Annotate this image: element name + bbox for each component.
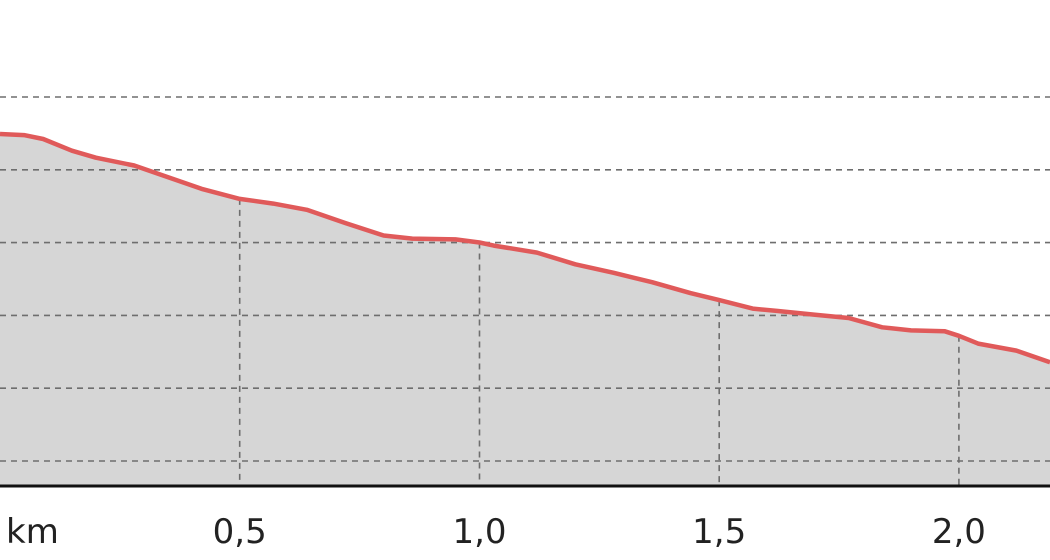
line-layer [0, 131, 1050, 365]
label-layer: km 0,5 1,0 1,5 2,0 [6, 512, 986, 552]
x-tick-label: 1,0 [452, 512, 506, 552]
x-axis-unit-label: km [6, 512, 59, 552]
x-tick-label: 2,0 [932, 512, 986, 552]
x-tick-label: 0,5 [213, 512, 267, 552]
grid-layer [0, 96, 1050, 486]
elevation-series-line [0, 131, 1050, 365]
x-tick-label: 1,5 [692, 512, 746, 552]
area-layer [0, 134, 1050, 486]
elevation-area-fill [0, 134, 1050, 486]
